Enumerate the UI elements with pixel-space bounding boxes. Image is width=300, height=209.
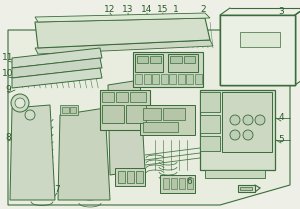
Bar [187, 178, 193, 189]
Circle shape [11, 94, 29, 112]
Bar [100, 90, 150, 130]
Bar [133, 52, 203, 87]
Bar [102, 92, 114, 102]
Text: 9: 9 [5, 85, 11, 94]
Polygon shape [10, 105, 55, 200]
Bar [62, 107, 69, 113]
Bar [194, 74, 202, 84]
Text: 1: 1 [173, 5, 179, 14]
Circle shape [230, 115, 240, 125]
Text: 10: 10 [2, 70, 14, 79]
Polygon shape [12, 68, 102, 88]
Bar [220, 15, 295, 85]
Circle shape [255, 115, 265, 125]
Bar [179, 178, 185, 189]
Text: 14: 14 [141, 5, 153, 14]
Text: 7: 7 [54, 186, 60, 195]
Bar [118, 171, 125, 183]
Circle shape [15, 98, 25, 108]
Bar [240, 32, 280, 47]
Bar [126, 105, 146, 123]
Bar [200, 90, 275, 170]
Bar [143, 74, 151, 84]
Bar [136, 171, 143, 183]
Text: 3: 3 [278, 8, 284, 17]
Bar [170, 56, 182, 63]
Text: 12: 12 [104, 5, 116, 14]
Polygon shape [238, 185, 255, 192]
Bar [116, 92, 128, 102]
Bar [160, 175, 195, 193]
Bar [171, 178, 177, 189]
Bar [184, 56, 195, 63]
Polygon shape [35, 13, 210, 22]
Bar [160, 74, 167, 84]
Bar [152, 74, 159, 84]
Text: 6: 6 [186, 177, 192, 186]
Text: 13: 13 [122, 5, 134, 14]
Bar [137, 56, 148, 63]
Bar [135, 74, 142, 84]
Bar [205, 170, 265, 178]
Bar [240, 187, 252, 190]
Bar [200, 115, 220, 133]
Bar [143, 108, 161, 120]
Circle shape [230, 130, 240, 140]
Bar [150, 56, 161, 63]
Bar [186, 74, 193, 84]
Bar [143, 122, 178, 132]
Polygon shape [35, 18, 210, 48]
Bar [163, 108, 185, 120]
Bar [135, 54, 163, 72]
Bar [200, 92, 220, 112]
Polygon shape [8, 30, 290, 205]
Text: 2: 2 [200, 5, 206, 14]
Bar [70, 107, 76, 113]
Circle shape [25, 110, 35, 120]
Text: 15: 15 [157, 5, 169, 14]
Bar [163, 178, 169, 189]
Bar [222, 92, 272, 152]
Text: 4: 4 [278, 113, 284, 122]
Text: 11: 11 [2, 54, 14, 62]
Polygon shape [108, 80, 145, 175]
Bar [169, 74, 176, 84]
Text: 5: 5 [278, 135, 284, 144]
Bar [115, 168, 145, 186]
Bar [60, 105, 78, 115]
Bar [102, 105, 124, 123]
Text: 8: 8 [5, 134, 11, 143]
Circle shape [243, 115, 253, 125]
Circle shape [243, 130, 253, 140]
Polygon shape [12, 58, 102, 78]
Polygon shape [12, 48, 102, 68]
Bar [178, 74, 184, 84]
Bar [130, 92, 146, 102]
Bar [127, 171, 134, 183]
Bar [140, 105, 195, 135]
Bar [200, 136, 220, 151]
Polygon shape [35, 40, 213, 54]
Polygon shape [220, 15, 295, 85]
Polygon shape [58, 108, 110, 200]
Bar [168, 54, 198, 72]
